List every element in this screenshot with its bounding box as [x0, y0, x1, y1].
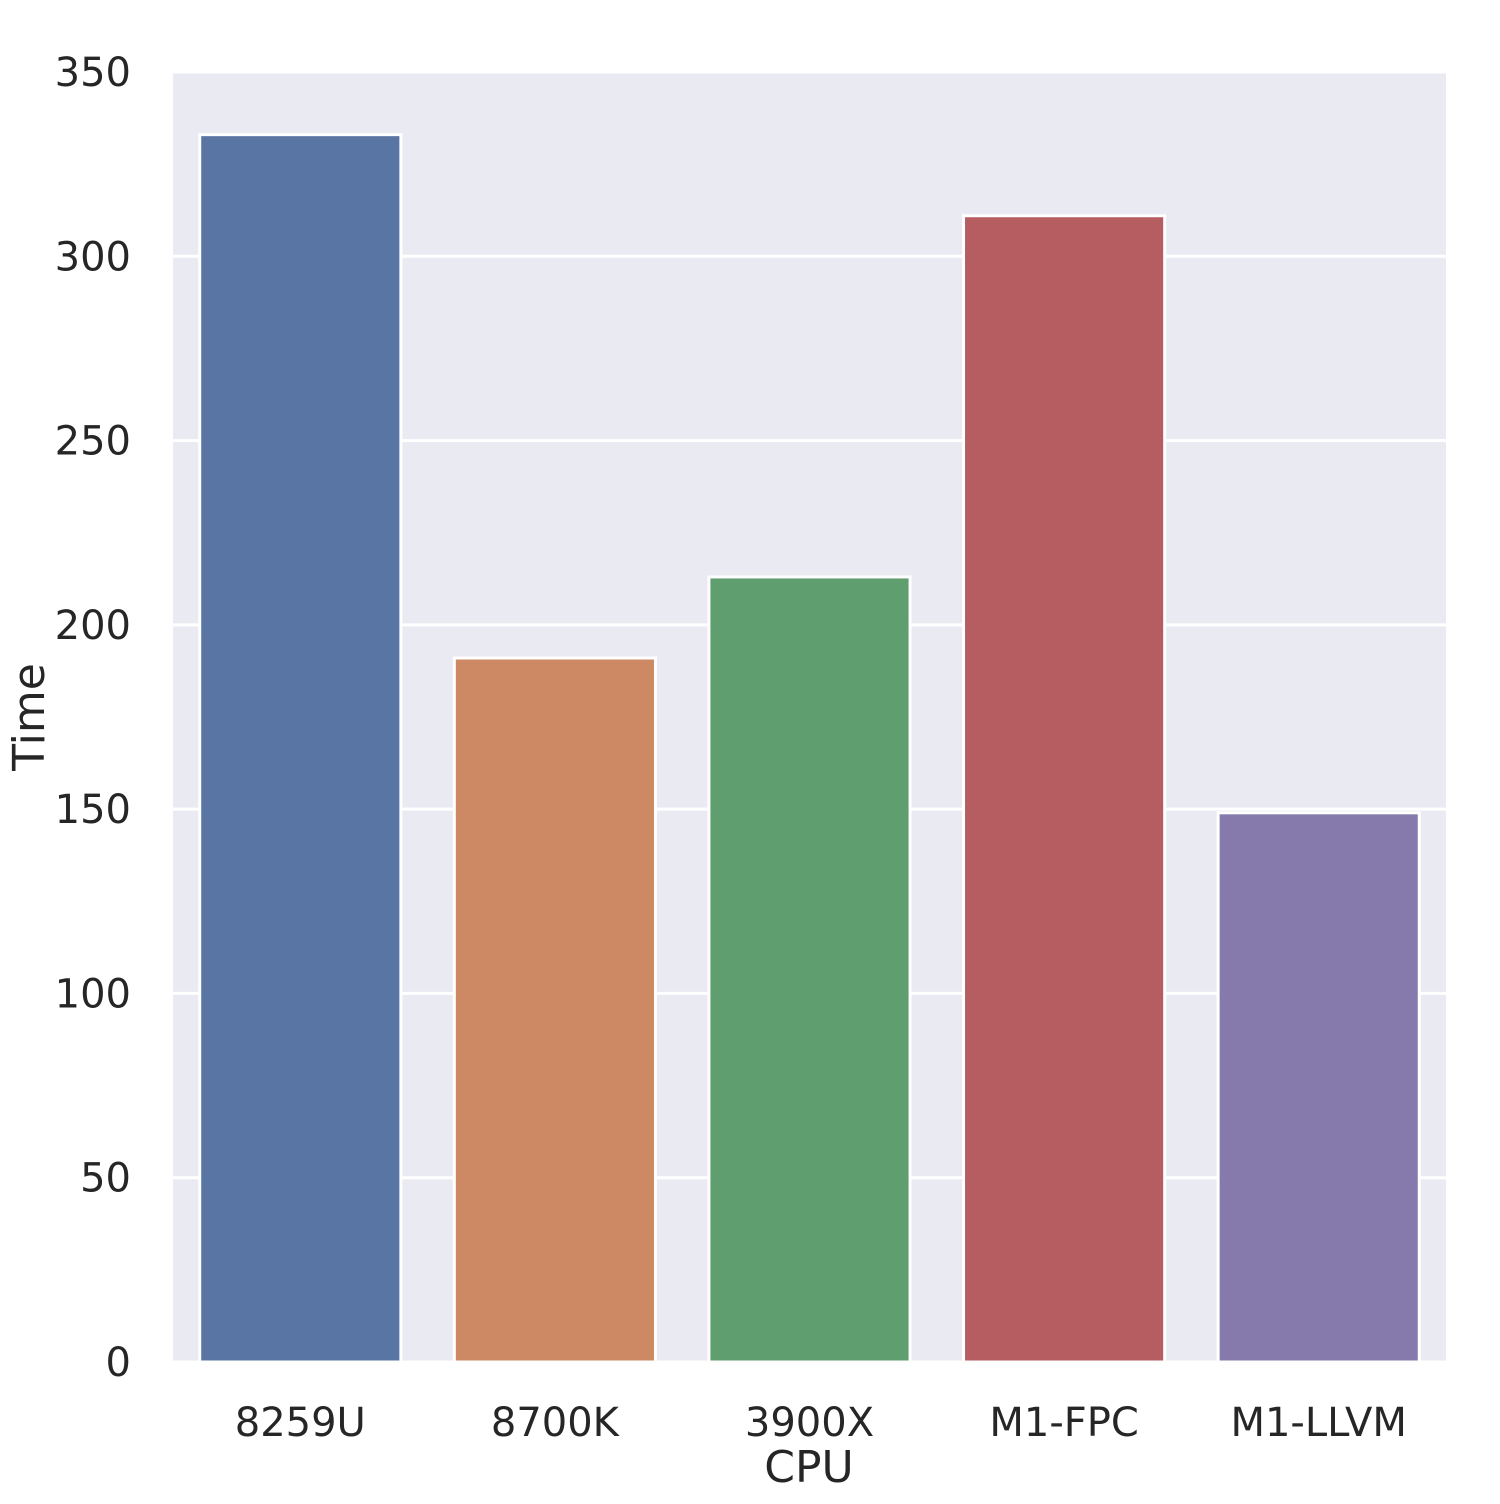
x-axis-ticks: 8259U 8700K 3900X M1-FPC M1-LLVM — [235, 1400, 1407, 1446]
x-tick-label: 8700K — [491, 1400, 621, 1446]
y-tick-label: 250 — [55, 419, 131, 465]
bar-m1-llvm — [1216, 811, 1421, 1364]
x-tick-label: 3900X — [745, 1400, 874, 1446]
y-tick-label: 150 — [55, 787, 131, 833]
x-tick-label: M1-FPC — [989, 1400, 1138, 1446]
y-tick-label: 100 — [55, 971, 131, 1017]
y-tick-label: 50 — [80, 1156, 131, 1202]
x-axis-label: CPU — [764, 1442, 853, 1493]
y-axis-ticks: 0 50 100 150 200 250 300 350 — [55, 50, 131, 1386]
y-tick-label: 350 — [55, 50, 131, 96]
y-tick-label: 200 — [55, 603, 131, 649]
bar-m1-fpc — [962, 214, 1167, 1364]
y-axis-label: Time — [4, 663, 55, 772]
y-tick-label: 0 — [106, 1340, 131, 1386]
x-tick-label: 8259U — [235, 1400, 366, 1446]
x-tick-label: M1-LLVM — [1230, 1400, 1406, 1446]
bar-3900x — [707, 575, 912, 1364]
bar-8700k — [452, 656, 657, 1364]
bar-8259u — [198, 133, 403, 1364]
bars — [198, 133, 1421, 1364]
y-tick-label: 300 — [55, 234, 131, 280]
